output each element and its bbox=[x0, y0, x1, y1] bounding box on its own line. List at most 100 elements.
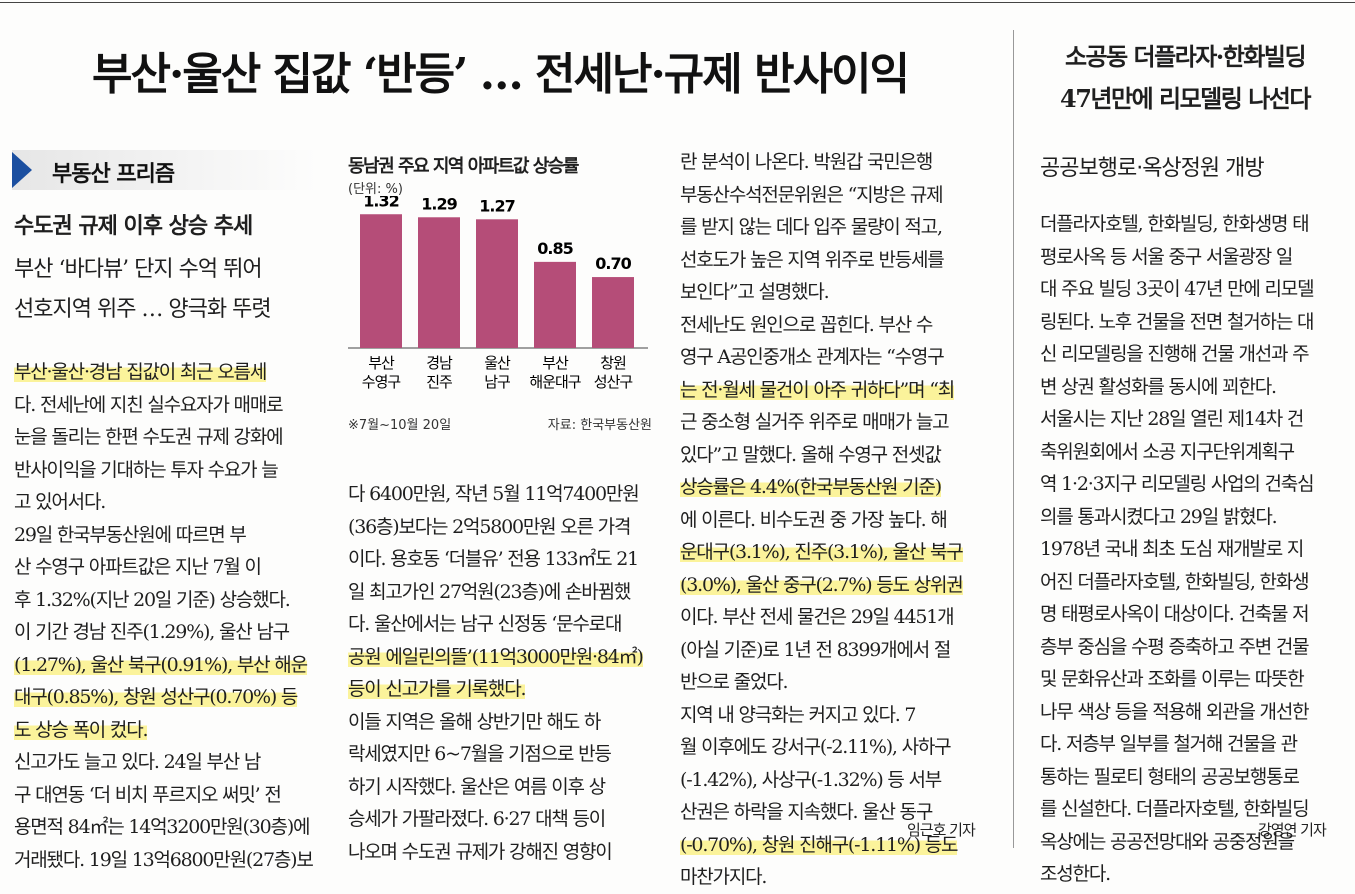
text-line: 29일 한국부동산원에 따르면 부 bbox=[14, 519, 332, 552]
highlighted-text: 운대구(3.1%), 진주(3.1%), 울산 북구 bbox=[680, 541, 964, 563]
line-text: 락세였지만 6~7월을 기점으로 반등 bbox=[348, 743, 612, 765]
line-text: 29일 한국부동산원에 따르면 부 bbox=[14, 523, 247, 546]
line-text: 구 대연동 ‘더 비치 푸르지오 써밋’ 전 bbox=[14, 783, 282, 806]
text-line: (-1.42%), 사상구(-1.32%) 등 서부 bbox=[680, 764, 992, 797]
chart-category-label: 남구 bbox=[484, 373, 510, 391]
line-text: 층부 중심을 수평 증축하고 주변 건물 bbox=[1040, 635, 1310, 658]
text-line: 부산·울산·경남 집값이 최근 오름세 bbox=[14, 356, 332, 389]
line-text: 하기 시작했다. 울산은 여름 이후 상 bbox=[348, 775, 606, 798]
text-line: 부동산수석전문위원은 “지방은 규제 bbox=[680, 179, 992, 212]
highlighted-text: (3.0%), 울산 중구(2.7%) 등도 상위권 bbox=[680, 573, 964, 596]
article-column-3: 란 분석이 나온다. 박원갑 국민은행 부동산수석전문위원은 “지방은 규제 를 받… bbox=[680, 146, 992, 894]
text-line: 지역 내 양극화는 커지고 있다. 7 bbox=[680, 699, 992, 732]
line-text: 옥상에는 공공전망대와 공중정원을 bbox=[1040, 830, 1295, 853]
text-line: 서울시는 지난 28일 열린 제14차 건 bbox=[1040, 403, 1340, 436]
text-line: 월 이후에도 강서구(-2.11%), 사하구 bbox=[680, 731, 992, 764]
line-text: 다. 저층부 일부를 철거해 건물을 관 bbox=[1040, 733, 1298, 755]
text-line: 공원 에일린의뜰’(11억3000만원·84㎡) bbox=[348, 641, 658, 674]
chart-unit: (단위: %) bbox=[348, 182, 403, 197]
chart-category-label: 울산 bbox=[484, 354, 511, 372]
chart-category-label: 진주 bbox=[426, 373, 452, 391]
text-line: (3.0%), 울산 중구(2.7%) 등도 상위권 bbox=[680, 569, 992, 602]
line-text: (36층)보다는 2억5800만원 오른 가격 bbox=[348, 515, 631, 538]
line-text: 선호도가 높은 지역 위주로 반등세를 bbox=[680, 248, 945, 271]
text-line: 대 주요 빌딩 3곳이 47년 만에 리모델 bbox=[1040, 273, 1340, 306]
highlighted-text: 등이 신고가를 기록했다. bbox=[348, 678, 527, 700]
line-text: 영구 A공인중개소 관계자는 “수영구 bbox=[680, 346, 945, 368]
line-text: 서울시는 지난 28일 열린 제14차 건 bbox=[1040, 408, 1304, 430]
text-line: 반사이익을 기대하는 투자 수요가 늘 bbox=[14, 454, 332, 487]
line-text: 다. 전세난에 지친 실수요자가 매매로 bbox=[14, 393, 284, 416]
text-line: 링된다. 노후 건물을 전면 철거하는 대 bbox=[1040, 306, 1340, 339]
text-line: 및 문화유산과 조화를 이루는 따뜻한 bbox=[1040, 663, 1340, 696]
text-line: 있다”고 말했다. 올해 수영구 전셋값 bbox=[680, 439, 992, 472]
text-line: 마찬가지다. bbox=[680, 861, 992, 894]
line-text: 축위원회에서 소공 지구단위계획구 bbox=[1040, 440, 1295, 463]
text-line: 승세가 가팔라졌다. 6·27 대책 등이 bbox=[348, 803, 658, 836]
chart-category-label: 수영구 bbox=[362, 373, 401, 391]
text-line: 대구(0.85%), 창원 성산구(0.70%) 등 bbox=[14, 681, 332, 714]
highlighted-text: 도 상승 폭이 컸다. bbox=[14, 718, 149, 741]
text-line: 다. 저층부 일부를 철거해 건물을 관 bbox=[1040, 728, 1340, 761]
line-text: 있다”고 말했다. 올해 수영구 전셋값 bbox=[680, 443, 942, 466]
text-line: 이 기간 경남 진주(1.29%), 울산 남구 bbox=[14, 616, 332, 649]
text-line: 고 있어서다. bbox=[14, 486, 332, 519]
subhead-secondary: 선호지역 위주 … 양극화 뚜렷 bbox=[14, 297, 272, 322]
text-line: 다 6400만원, 작년 5월 11억7400만원 bbox=[348, 478, 658, 511]
line-text: 평로사옥 등 서울 중구 서울광장 일 bbox=[1040, 245, 1293, 268]
article-column-1: 부산·울산·경남 집값이 최근 오름세 다. 전세난에 지친 실수요자가 매매로 눈… bbox=[14, 356, 332, 876]
line-text: 일 최고가인 27억원(23층)에 손바뀜했 bbox=[348, 580, 631, 603]
line-text: 어진 더플라자호텔, 한화빌딩, 한화생 bbox=[1040, 570, 1310, 593]
text-line: 신 리모델링을 진행해 건물 개선과 주 bbox=[1040, 338, 1340, 371]
text-line: 를 받지 않는 데다 입주 물량이 적고, bbox=[680, 211, 992, 244]
highlighted-text: 는 전·월세 물건이 아주 귀하다”며 “최 bbox=[680, 378, 955, 401]
text-line: 용면적 84㎡는 14억3200만원(30층)에 bbox=[14, 811, 332, 844]
line-text: 링된다. 노후 건물을 전면 철거하는 대 bbox=[1040, 310, 1314, 333]
text-line: 후 1.32%(지난 20일 기준) 상승했다. bbox=[14, 584, 332, 617]
byline: 임근호 기자 bbox=[907, 821, 976, 839]
line-text: 근 중소형 실거주 위주로 매매가 늘고 bbox=[680, 411, 950, 433]
chart-category-label: 성산구 bbox=[594, 373, 633, 391]
text-line: 를 신설한다. 더플라자호텔, 한화빌딩 bbox=[1040, 793, 1340, 826]
highlighted-text: 대구(0.85%), 창원 성산구(0.70%) 등 bbox=[14, 686, 298, 708]
line-text: 다 6400만원, 작년 5월 11억7400만원 bbox=[348, 483, 640, 505]
chart-category-label: 해운대구 bbox=[529, 373, 580, 391]
text-line: 도 상승 폭이 컸다. bbox=[14, 714, 332, 747]
highlighted-text: 상승률은 4.4%(한국부동산원 기준) bbox=[680, 476, 942, 498]
highlighted-text: (1.27%), 울산 북구(0.91%), 부산 해운 bbox=[14, 653, 308, 676]
column-divider bbox=[1013, 30, 1014, 848]
text-line: 등이 신고가를 기록했다. bbox=[348, 673, 658, 706]
text-line: 평로사옥 등 서울 중구 서울광장 일 bbox=[1040, 241, 1340, 274]
chart-value-label: 0.70 bbox=[595, 254, 631, 273]
text-line: 근 중소형 실거주 위주로 매매가 늘고 bbox=[680, 406, 992, 439]
chart-category-label: 부산 bbox=[368, 354, 395, 372]
text-line: 나무 색상 등을 적용해 외관을 개선한 bbox=[1040, 696, 1340, 729]
line-text: 에 이른다. 비수도권 중 가장 높다. 해 bbox=[680, 508, 948, 531]
subhead-secondary: 부산 ‘바다뷰’ 단지 수억 뛰어 bbox=[14, 257, 263, 282]
text-line: 이들 지역은 올해 상반기만 해도 하 bbox=[348, 706, 658, 739]
line-text: 의를 통과시켰다고 29일 밝혔다. bbox=[1040, 505, 1278, 528]
text-line: 이다. 용호동 ‘더블유’ 전용 133㎡도 21 bbox=[348, 543, 658, 576]
text-line: 조성한다. bbox=[1040, 858, 1340, 891]
chart-bar bbox=[534, 261, 576, 348]
side-article-subtitle: 공공보행로·옥상정원 개방 bbox=[1040, 156, 1265, 181]
line-text: 1978년 국내 최초 도심 재개발로 지 bbox=[1040, 538, 1304, 560]
chart-value-label: 1.27 bbox=[479, 196, 514, 215]
chart-source: 자료: 한국부동산원 bbox=[547, 418, 652, 433]
text-line: 운대구(3.1%), 진주(3.1%), 울산 북구 bbox=[680, 536, 992, 569]
text-line: 어진 더플라자호텔, 한화빌딩, 한화생 bbox=[1040, 566, 1340, 599]
chart-bar bbox=[418, 217, 460, 348]
line-text: 전세난도 원인으로 꼽힌다. 부산 수 bbox=[680, 313, 933, 336]
line-text: 산 수영구 아파트값은 지난 7월 이 bbox=[14, 556, 262, 578]
text-line: 통하는 필로티 형태의 공공보행통로 bbox=[1040, 761, 1340, 794]
section-tag: 부동산 프리즘 bbox=[12, 150, 317, 190]
text-line: 보인다”고 설명했다. bbox=[680, 276, 992, 309]
text-line: 하기 시작했다. 울산은 여름 이후 상 bbox=[348, 771, 658, 804]
text-line: 거래됐다. 19일 13억6800만원(27층)보 bbox=[14, 844, 332, 877]
line-text: 용면적 84㎡는 14억3200만원(30층)에 bbox=[14, 816, 311, 838]
subhead-primary: 수도권 규제 이후 상승 추세 bbox=[14, 214, 253, 239]
top-rule bbox=[0, 2, 1355, 3]
line-text: 이다. 부산 전세 물건은 29일 4451개 bbox=[680, 606, 955, 628]
text-line: 축위원회에서 소공 지구단위계획구 bbox=[1040, 436, 1340, 469]
line-text: 를 신설한다. 더플라자호텔, 한화빌딩 bbox=[1040, 798, 1310, 820]
